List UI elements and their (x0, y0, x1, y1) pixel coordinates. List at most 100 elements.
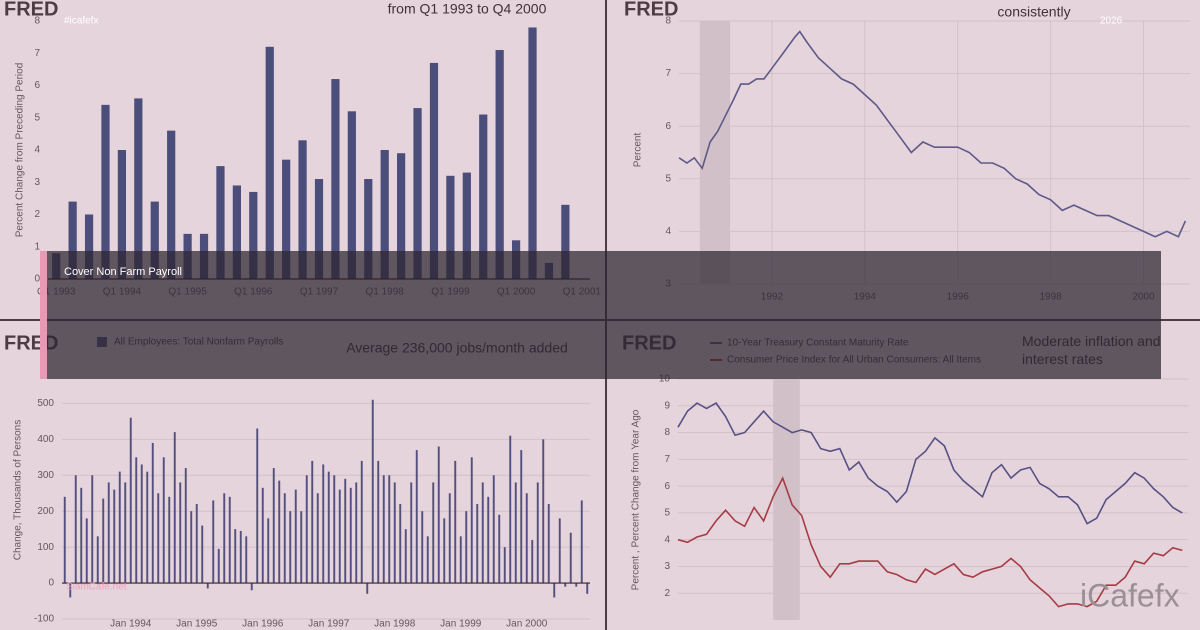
y-tick-label: 5 (665, 173, 671, 184)
bar (509, 435, 512, 584)
bar (168, 496, 171, 584)
bar (74, 475, 77, 584)
bar (399, 504, 402, 584)
x-tick-label: Jan 1997 (308, 619, 350, 630)
bar (322, 464, 325, 584)
bar (454, 460, 457, 584)
line-series (677, 402, 1183, 525)
plot-background (678, 379, 1188, 620)
bar (63, 496, 66, 584)
banner-text: Cover Non Farm Payroll (64, 266, 182, 278)
bar (129, 417, 132, 584)
bar (135, 457, 138, 584)
y-tick-label: 4 (664, 534, 670, 545)
recession-shade (699, 21, 731, 284)
y-axis-label: Percent (633, 133, 644, 168)
x-tick-label: Jan 1996 (242, 619, 284, 630)
bar (118, 471, 121, 584)
bar (429, 62, 439, 279)
bar (349, 487, 352, 584)
bar (498, 514, 501, 584)
bar (355, 482, 358, 584)
bar (256, 428, 259, 584)
bar (561, 204, 570, 279)
year: 2026 (1100, 16, 1123, 27)
bar (495, 50, 504, 280)
y-axis-label: Percent Change from Preceding Period (15, 63, 26, 238)
y-tick-label: 7 (664, 454, 670, 465)
y-axis-label: Change, Thousands of Persons (13, 420, 24, 560)
bar (547, 504, 550, 584)
bar (298, 140, 307, 279)
bar (69, 583, 72, 598)
bar (245, 536, 248, 584)
bar (101, 104, 110, 279)
bar (217, 548, 220, 584)
bar (134, 98, 143, 280)
y-tick-label: 300 (37, 470, 54, 481)
bar (265, 46, 274, 279)
hashtag: #icafefx (64, 16, 98, 27)
y-tick-label: 8 (664, 427, 670, 438)
bar (272, 468, 275, 584)
line-series (678, 30, 1187, 238)
y-tick-label: 5 (664, 508, 670, 519)
y-tick-label: 10 (659, 374, 671, 385)
bar (536, 482, 539, 584)
bar (179, 482, 182, 584)
y-tick-label: 2 (34, 209, 40, 220)
bar (542, 439, 545, 584)
bar (371, 399, 374, 584)
bar (162, 457, 165, 584)
bar (68, 201, 77, 279)
y-tick-label: 3 (664, 561, 670, 572)
y-tick-label: -100 (34, 614, 54, 625)
bar (150, 201, 159, 279)
bar (107, 482, 110, 584)
bar (278, 480, 281, 584)
bar (294, 489, 297, 584)
bar (426, 536, 429, 584)
bar (421, 511, 424, 584)
bar (575, 583, 578, 587)
bar (314, 179, 324, 279)
bar (249, 191, 258, 279)
bar (487, 496, 490, 584)
recession-shade (773, 379, 800, 620)
bar (333, 475, 336, 584)
y-tick-label: 4 (665, 226, 671, 237)
bar (347, 111, 356, 279)
bar (311, 460, 314, 584)
y-tick-label: 3 (34, 177, 40, 188)
bar (520, 450, 523, 584)
bar (250, 583, 253, 591)
y-tick-label: 0 (34, 274, 40, 285)
bar (338, 489, 341, 584)
bar (388, 475, 391, 584)
x-tick-label: Jan 1994 (110, 619, 152, 630)
bar (479, 114, 488, 280)
bar (415, 450, 418, 584)
x-tick-label: Jan 1998 (374, 619, 416, 630)
bar (564, 583, 567, 587)
bar (432, 482, 435, 584)
bar (300, 511, 303, 584)
bar (366, 583, 369, 594)
bar (305, 475, 308, 584)
bar (443, 518, 446, 584)
bar (117, 150, 127, 279)
bar (173, 432, 176, 584)
bar (476, 504, 479, 584)
x-tick-label: Jan 1999 (440, 619, 482, 630)
y-axis-label: Percent , Percent Change from Year Ago (631, 409, 642, 590)
y-tick-label: 2 (664, 588, 670, 599)
y-tick-label: 6 (664, 481, 670, 492)
watermark: SiamCafe.net (66, 582, 127, 593)
x-tick-label: Jan 2000 (506, 619, 548, 630)
bar (331, 79, 340, 279)
bar (239, 530, 242, 584)
bar (380, 150, 389, 279)
y-tick-label: 7 (34, 48, 40, 59)
bar (393, 482, 396, 584)
